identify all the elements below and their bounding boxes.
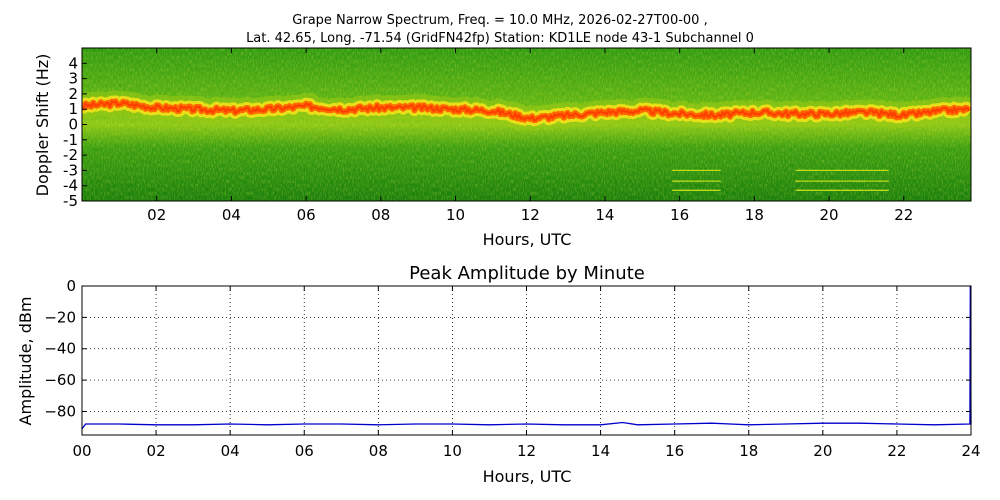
- amplitude-point: [748, 424, 750, 426]
- amplitude-panel: Peak Amplitude by Minute 00 02 04 06 08 10 12 1…: [16, 263, 981, 486]
- spectrogram-y-tick-label: 3: [68, 70, 78, 88]
- doppler-peak-core: [82, 100, 970, 122]
- amplitude-x-tick-label: 04: [221, 442, 240, 460]
- spectrogram-x-tick-label: 22: [894, 206, 913, 224]
- amplitude-y-tick-label: −60: [44, 371, 76, 389]
- amplitude-point: [155, 424, 157, 426]
- amplitude-point: [637, 424, 639, 426]
- amplitude-point: [562, 424, 565, 426]
- amplitude-point: [859, 422, 861, 424]
- spectrogram-y-tick-label: -5: [63, 192, 78, 210]
- figure-title-line-2: Lat. 42.65, Long. -71.54 (GridFN42fp) St…: [246, 31, 754, 46]
- figure-title-line-1: Grape Narrow Spectrum, Freq. = 10.0 MHz,…: [292, 13, 708, 28]
- spectrogram-y-tick-label: -1: [63, 131, 78, 149]
- amplitude-x-tick-label: 16: [665, 442, 684, 460]
- spectrogram-x-tick-label: 10: [446, 206, 465, 224]
- amplitude-x-tick-label: 18: [739, 442, 758, 460]
- spectrogram-y-tick-label: 4: [68, 54, 78, 72]
- amplitude-point: [599, 424, 602, 426]
- spectrogram-x-tick-label: 12: [521, 206, 540, 224]
- amplitude-point: [229, 423, 231, 425]
- spectrogram-x-tick-label: 06: [297, 206, 316, 224]
- spectrogram-x-tick-label: 04: [222, 206, 241, 224]
- amplitude-x-tick-label: 08: [369, 442, 388, 460]
- amplitude-y-axis-label: Amplitude, dBm: [16, 297, 35, 426]
- amplitude-point: [822, 422, 824, 424]
- amplitude-x-tick-label: 02: [147, 442, 166, 460]
- amplitude-point: [674, 423, 676, 425]
- amplitude-x-tick-label: 10: [443, 442, 462, 460]
- amplitude-point: [785, 423, 787, 425]
- amplitude-point: [896, 423, 898, 425]
- spectrogram-y-tick-label: 1: [68, 100, 78, 118]
- amplitude-x-tick-label: 24: [961, 442, 980, 460]
- amplitude-x-tick-label: 14: [591, 442, 610, 460]
- amplitude-point: [622, 421, 624, 424]
- amplitude-point: [266, 424, 268, 426]
- amplitude-y-tick-label: −80: [44, 402, 76, 420]
- spectrogram-x-tick-label: 20: [820, 206, 839, 224]
- spectrogram-y-tick-label: 0: [68, 116, 78, 134]
- spectrogram-x-tick-label: 08: [371, 206, 390, 224]
- amplitude-point: [711, 422, 713, 424]
- amplitude-point: [525, 423, 528, 425]
- amplitude-y-tick-label: 0: [66, 277, 76, 295]
- amplitude-x-axis-label: Hours, UTC: [483, 467, 572, 486]
- amplitude-y-tick-label: −40: [44, 340, 76, 358]
- spectrogram-y-tick-label: -4: [63, 177, 78, 195]
- amplitude-point: [340, 423, 342, 425]
- amplitude-point: [192, 424, 194, 426]
- amplitude-point: [414, 423, 416, 425]
- spectrogram-y-tick-label: -2: [63, 146, 78, 164]
- amplitude-plot-area: [82, 286, 971, 435]
- amplitude-point: [729, 423, 731, 425]
- amplitude-x-tick-label: 12: [517, 442, 536, 460]
- amplitude-point: [85, 423, 87, 425]
- spectrogram-x-tick-label: 18: [745, 206, 764, 224]
- amplitude-point: [377, 424, 379, 426]
- amplitude-series-line-0: [81, 285, 972, 430]
- spectrogram-x-tick-label: 16: [670, 206, 689, 224]
- amplitude-x-tick-label: 06: [295, 442, 314, 460]
- amplitude-point: [933, 424, 935, 426]
- amplitude-x-tick-label: 00: [72, 442, 91, 460]
- spectrogram-x-axis-label: Hours, UTC: [483, 230, 572, 249]
- amplitude-point: [488, 424, 491, 426]
- amplitude-y-tick-label: −20: [44, 308, 76, 326]
- amplitude-point: [303, 423, 305, 425]
- amplitude-chart-title: Peak Amplitude by Minute: [409, 263, 645, 284]
- amplitude-point: [969, 423, 971, 425]
- spectrogram-x-tick-label: 02: [147, 206, 166, 224]
- amplitude-x-tick-label: 22: [887, 442, 906, 460]
- spectrogram-y-axis-label: Doppler Shift (Hz): [33, 54, 52, 197]
- amplitude-point: [451, 423, 454, 425]
- spectrogram-y-tick-label: -3: [63, 161, 78, 179]
- amplitude-point: [118, 423, 120, 425]
- spectrogram-x-tick-label: 14: [595, 206, 614, 224]
- amplitude-x-tick-label: 20: [813, 442, 832, 460]
- spectrogram-y-tick-label: 2: [68, 85, 78, 103]
